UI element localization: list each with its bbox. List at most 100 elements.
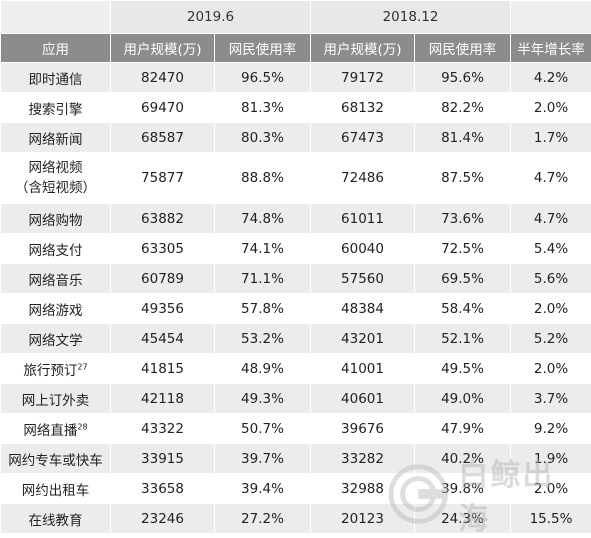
app-name-cell: 网约专车或快车 [0,443,111,474]
users-2019-cell: 63305 [110,233,215,264]
users-2019-cell: 43322 [110,413,215,444]
app-name: 网络新闻 [28,131,83,148]
users-2018-cell: 20123 [310,503,415,534]
users-2018-cell: 57560 [310,263,415,294]
app-name-cell: 即时通信 [0,62,111,93]
table-row: 旅行预订27 41815 48.9% 41001 49.5% 2.0% [0,353,591,384]
app-name-note: （含短视频） [15,180,96,196]
table-body: 即时通信 82470 96.5% 79172 95.6% 4.2% 搜索引擎 69470 81.… [0,62,591,534]
growth-rate-cell: 2.0% [510,293,591,324]
app-name: 网约出租车 [21,482,90,499]
footnote-ref: 28 [77,422,88,431]
table-row: 网约专车或快车 33915 39.7% 33282 40.2% 1.9% [0,443,591,474]
users-2019-cell: 45454 [110,323,215,354]
rate-2019-cell: 39.4% [214,473,311,504]
app-name-cell: 网络文学 [0,323,111,354]
table-row: 网络文学 45454 53.2% 43201 52.1% 5.2% [0,323,591,354]
app-name: 网络支付 [28,242,83,259]
growth-rate-cell: 4.7% [510,152,591,204]
app-name-cell: 网络游戏 [0,293,111,324]
growth-corner-cell [510,0,591,34]
growth-rate-cell: 1.9% [510,443,591,474]
table-row: 搜索引擎 69470 81.3% 68132 82.2% 2.0% [0,92,591,123]
table-row: 网络视频 （含短视频） 75877 88.8% 72486 87.5% 4.7% [0,152,591,204]
growth-rate-cell: 9.2% [510,413,591,444]
rate-2018-cell: 69.5% [413,263,512,294]
rate-2019-cell: 80.3% [214,122,311,153]
rate-2018-cell: 49.0% [413,383,512,414]
users-2018-cell: 79172 [310,62,415,93]
table-row: 网络游戏 49356 57.8% 48384 58.4% 2.0% [0,293,591,324]
app-name: 网络购物 [28,212,83,229]
table-row: 网络购物 63882 74.8% 61011 73.6% 4.7% [0,203,591,234]
users-2018-cell: 33282 [310,443,415,474]
users-2019-cell: 63882 [110,203,215,234]
app-name: 旅行预订 [23,362,78,379]
table-row: 网络支付 63305 74.1% 60040 72.5% 5.4% [0,233,591,264]
app-name-cell: 网络购物 [0,203,111,234]
corner-cell [0,0,111,34]
column-header-row: 应用 用户规模(万) 网民使用率 用户规模(万) 网民使用率 半年增长率 [0,33,591,63]
growth-rate-cell: 15.5% [510,503,591,534]
users-2018-cell: 48384 [310,293,415,324]
growth-rate-cell: 3.7% [510,383,591,414]
table-row: 在线教育 23246 27.2% 20123 24.3% 15.5% [0,503,591,534]
rate-2018-cell: 72.5% [413,233,512,264]
users-2019-cell: 60789 [110,263,215,294]
rate-2018-cell: 49.5% [413,353,512,384]
users-2018-cell: 72486 [310,152,415,204]
footnote-ref: 27 [77,362,88,371]
col-rate-2018: 网民使用率 [413,33,512,63]
app-name-cell: 网络支付 [0,233,111,264]
growth-rate-cell: 5.2% [510,323,591,354]
period-2018-12: 2018.12 [309,0,512,34]
table-row: 网络新闻 68587 80.3% 67473 81.4% 1.7% [0,122,591,153]
users-2019-cell: 23246 [110,503,215,534]
table-row: 网络音乐 60789 71.1% 57560 69.5% 5.6% [0,263,591,294]
rate-2019-cell: 39.7% [214,443,311,474]
users-2019-cell: 33915 [110,443,215,474]
rate-2018-cell: 82.2% [413,92,512,123]
rate-2019-cell: 71.1% [214,263,311,294]
app-name-cell: 网上订外卖 [0,383,111,414]
users-2019-cell: 82470 [110,62,215,93]
rate-2019-cell: 48.9% [214,353,311,384]
rate-2018-cell: 95.6% [413,62,512,93]
col-users-2018: 用户规模(万) [310,33,415,63]
users-2018-cell: 32988 [310,473,415,504]
users-2019-cell: 41815 [110,353,215,384]
users-2019-cell: 49356 [110,293,215,324]
users-2018-cell: 61011 [310,203,415,234]
rate-2019-cell: 88.8% [214,152,311,204]
period-header-row: 2019.6 2018.12 [0,0,591,34]
rate-2019-cell: 96.5% [214,62,311,93]
growth-rate-cell: 4.7% [510,203,591,234]
col-app: 应用 [0,33,111,63]
users-2018-cell: 67473 [310,122,415,153]
app-name-cell: 网络新闻 [0,122,111,153]
users-2018-cell: 43201 [310,323,415,354]
rate-2019-cell: 81.3% [214,92,311,123]
app-name-cell: 网络直播28 [0,413,111,444]
table-row: 网约出租车 33658 39.4% 32988 39.8% 2.0% [0,473,591,504]
rate-2019-cell: 74.8% [214,203,311,234]
app-name: 搜索引擎 [28,101,83,118]
growth-rate-cell: 4.2% [510,62,591,93]
app-name-cell: 网络音乐 [0,263,111,294]
app-name: 网络直播 [23,422,78,439]
rate-2018-cell: 52.1% [413,323,512,354]
app-name: 网络文学 [28,332,83,349]
app-name-cell: 搜索引擎 [0,92,111,123]
growth-rate-cell: 2.0% [510,353,591,384]
col-growth: 半年增长率 [510,33,591,63]
growth-rate-cell: 2.0% [510,92,591,123]
growth-rate-cell: 2.0% [510,473,591,504]
growth-rate-cell: 5.4% [510,233,591,264]
users-2018-cell: 40601 [310,383,415,414]
table-row: 网络直播28 43322 50.7% 39676 47.9% 9.2% [0,413,591,444]
rate-2018-cell: 81.4% [413,122,512,153]
users-2019-cell: 68587 [110,122,215,153]
rate-2019-cell: 27.2% [214,503,311,534]
app-name: 网络游戏 [28,302,83,319]
rate-2019-cell: 49.3% [214,383,311,414]
